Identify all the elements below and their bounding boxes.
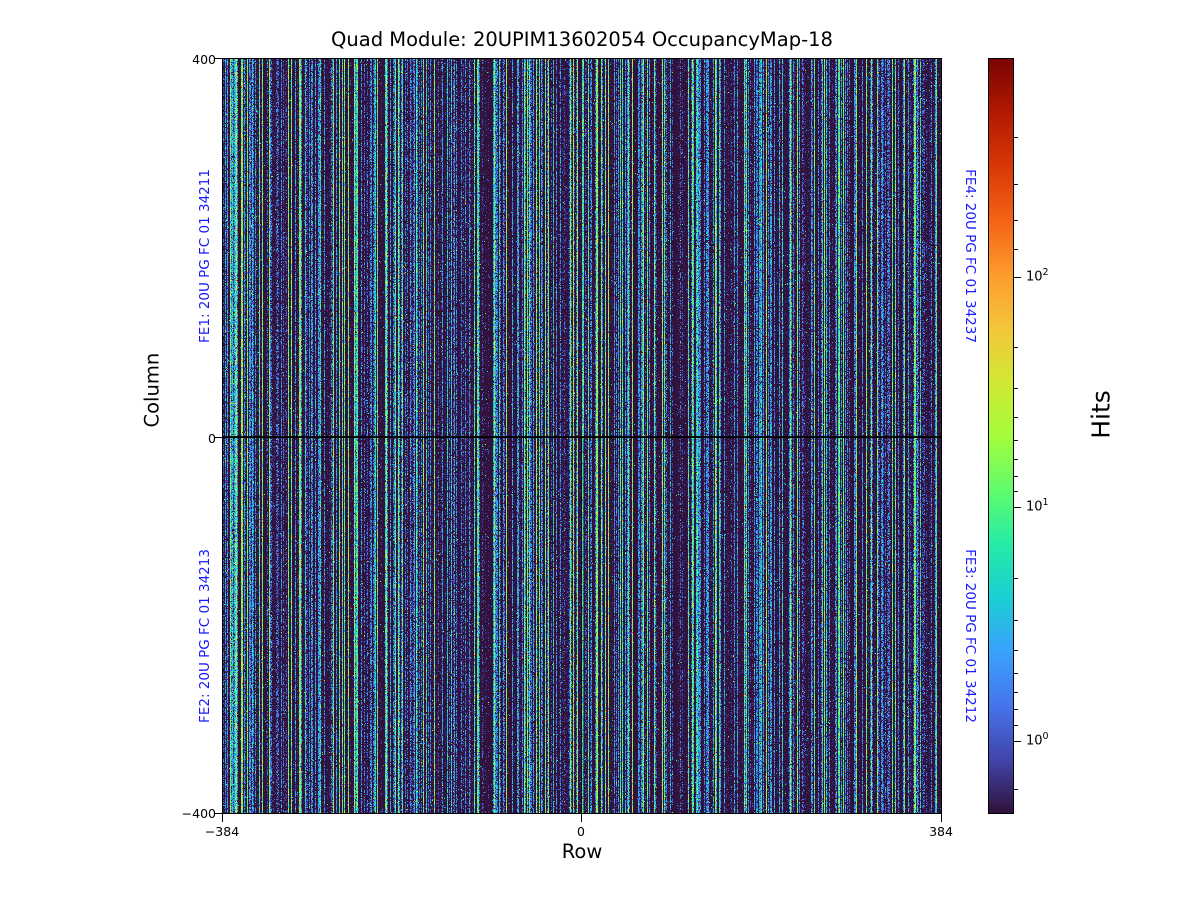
cbar-ticklabel-1e0-exponent: 0 <box>1042 731 1049 743</box>
cbar-minortick-12 <box>1014 578 1018 579</box>
cbar-ticklabel-1e2-mantissa: 10 <box>1026 269 1043 285</box>
cbar-minortick-10 <box>1014 476 1018 477</box>
xtick-mark-0 <box>581 814 583 822</box>
cbar-minortick-9 <box>1014 459 1018 460</box>
colorbar-label: Hits <box>1086 390 1116 439</box>
fe-label-fe2: FE2: 20U PG FC 01 34213 <box>197 549 213 723</box>
cbar-minortick-3 <box>1014 220 1018 221</box>
ytick-mark-neg400 <box>214 813 222 815</box>
cbar-minortick-1 <box>1014 137 1018 138</box>
cbar-tick-1e2 <box>1014 277 1021 279</box>
cbar-minortick-7 <box>1014 417 1018 418</box>
xtick-label-384: 384 <box>929 824 953 839</box>
cbar-minortick-19 <box>1014 789 1018 790</box>
fe-boundary-vertical <box>581 438 582 814</box>
ytick-label-400: 400 <box>192 52 216 67</box>
xtick-mark-neg384 <box>222 814 224 822</box>
fe-label-fe3: FE3: 20U PG FC 01 34212 <box>962 549 978 723</box>
fe-label-fe4: FE4: 20U PG FC 01 34237 <box>962 169 978 343</box>
cbar-minortick-8 <box>1014 440 1018 441</box>
cbar-minortick-2 <box>1014 184 1018 185</box>
fe-label-fe1: FE1: 20U PG FC 01 34211 <box>197 169 213 343</box>
xtick-label-0: 0 <box>577 824 585 839</box>
cbar-ticklabel-1e2: 102 <box>1026 267 1049 285</box>
xtick-mark-384 <box>941 814 943 822</box>
ytick-mark-400 <box>214 58 222 60</box>
cbar-minortick-15 <box>1014 673 1018 674</box>
cbar-minortick-18 <box>1014 725 1018 726</box>
cbar-ticklabel-1e1-mantissa: 10 <box>1026 499 1043 515</box>
cbar-ticklabel-1e0-mantissa: 10 <box>1026 733 1043 749</box>
cbar-ticklabel-1e1-exponent: 1 <box>1042 497 1049 509</box>
cbar-ticklabel-1e0: 100 <box>1026 731 1049 749</box>
x-axis-label: Row <box>561 840 603 863</box>
occupancy-map-axes <box>222 58 942 814</box>
colorbar <box>988 58 1014 814</box>
occupancy-heatmap-canvas <box>223 59 941 813</box>
fe-boundary-horizontal <box>222 437 942 438</box>
colorbar-gradient <box>989 59 1013 813</box>
cbar-ticklabel-1e1: 101 <box>1026 497 1049 515</box>
y-axis-label: Column <box>140 352 164 428</box>
ytick-label-neg400: −400 <box>181 806 216 821</box>
cbar-ticklabel-1e2-exponent: 2 <box>1042 267 1049 279</box>
cbar-minortick-14 <box>1014 650 1018 651</box>
xtick-label-neg384: −384 <box>204 824 240 839</box>
cbar-tick-1e0 <box>1014 741 1021 743</box>
cbar-minortick-4 <box>1014 249 1018 250</box>
cbar-tick-1e1 <box>1014 507 1021 509</box>
plot-title: Quad Module: 20UPIM13602054 OccupancyMap… <box>331 28 833 51</box>
cbar-minortick-13 <box>1014 620 1018 621</box>
ytick-label-0: 0 <box>208 431 216 446</box>
ytick-mark-0 <box>214 437 222 439</box>
cbar-minortick-11 <box>1014 491 1018 492</box>
cbar-minortick-17 <box>1014 709 1018 710</box>
cbar-minortick-6 <box>1014 388 1018 389</box>
cbar-minortick-16 <box>1014 692 1018 693</box>
cbar-minortick-5 <box>1014 347 1018 348</box>
